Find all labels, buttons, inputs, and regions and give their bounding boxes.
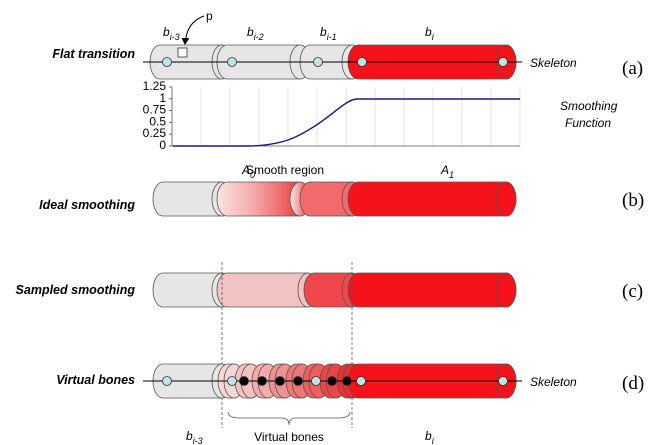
bone-cylinder <box>348 273 516 307</box>
point-label: p <box>206 9 213 23</box>
bone-label: bi <box>425 25 435 42</box>
skeleton-label: Skeleton <box>530 56 577 70</box>
bone-sub: i-1 <box>327 32 337 42</box>
bone-sub: i-3 <box>193 436 203 445</box>
virtual-joint <box>294 377 303 386</box>
bone-label: bi-3 <box>163 25 180 42</box>
panel-label: Ideal smoothing <box>39 198 135 212</box>
smoothing-curve <box>173 99 520 146</box>
plot-label: Smoothing <box>560 99 618 113</box>
panel-tag: (b) <box>622 190 644 211</box>
bone-label: bi-3 <box>186 429 203 445</box>
region-label: Smooth region <box>246 163 324 177</box>
region-base: A <box>440 163 449 177</box>
bone-sub: i <box>432 436 435 445</box>
shapes <box>143 16 522 428</box>
virtual-joint <box>240 377 249 386</box>
bone-sub: i-2 <box>254 32 264 42</box>
virtual-joint <box>343 377 352 386</box>
bone-cap <box>496 182 516 216</box>
bone-sub: i <box>432 32 435 42</box>
joint <box>228 377 237 386</box>
plot-label: Function <box>565 116 611 130</box>
panel-tag: (a) <box>622 58 643 79</box>
panel-label: Flat transition <box>52 47 135 61</box>
joint <box>163 377 172 386</box>
bone-sub: i-3 <box>170 32 180 42</box>
region-sub: 1 <box>449 170 454 180</box>
skeleton-label: Skeleton <box>530 375 577 389</box>
virtual-joint <box>258 377 267 386</box>
point-arrow <box>185 16 204 44</box>
figure: Flat transition bi-3 bi-2 bi-1 bi p Skel… <box>0 0 652 445</box>
joint <box>314 58 323 67</box>
joint <box>357 377 366 386</box>
y-tick-label: 1.25 <box>143 79 167 93</box>
joint <box>312 377 321 386</box>
joint <box>499 58 508 67</box>
point-marker <box>178 48 187 57</box>
bone-cap <box>496 273 516 307</box>
virtual-bones-label: Virtual bones <box>254 430 324 444</box>
bone-cylinder <box>348 182 516 216</box>
bone-label: bi-1 <box>320 25 337 42</box>
brace <box>228 412 350 425</box>
joint <box>163 58 172 67</box>
panel-label: Virtual bones <box>56 373 135 387</box>
joint <box>358 58 367 67</box>
joint <box>228 58 237 67</box>
panel-tag: (c) <box>622 281 643 302</box>
panel-label: Sampled smoothing <box>16 283 136 297</box>
virtual-joint <box>276 377 285 386</box>
bone-label: bi-2 <box>247 25 264 42</box>
virtual-joint <box>328 377 337 386</box>
page: Flat transition bi-3 bi-2 bi-1 bi p Skel… <box>0 0 652 445</box>
joint <box>499 377 508 386</box>
bone-label: bi <box>425 429 435 445</box>
panel-tag: (d) <box>622 373 644 394</box>
region-label: A1 <box>440 163 454 180</box>
